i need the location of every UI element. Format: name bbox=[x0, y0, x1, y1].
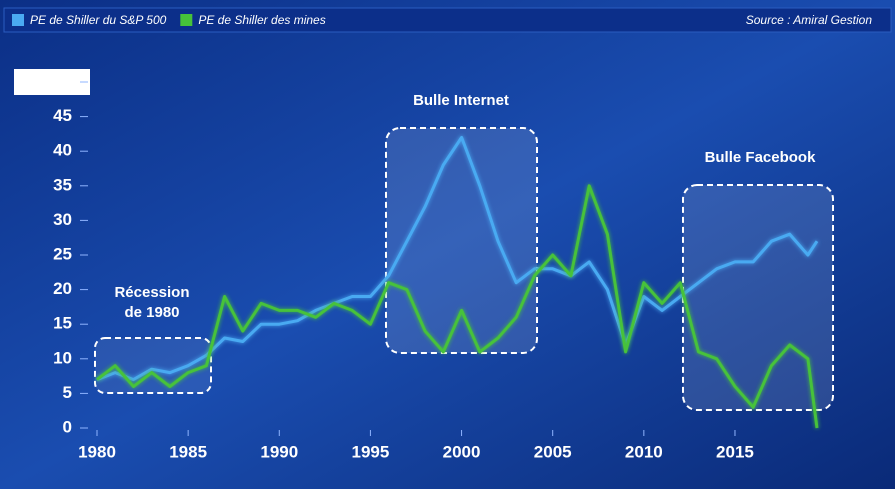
series-line bbox=[96, 184, 819, 429]
y-tick-label: 5 bbox=[63, 383, 72, 402]
legend-label: PE de Shiller du S&P 500 bbox=[30, 13, 167, 27]
legend-swatch bbox=[180, 14, 193, 26]
legend-bar bbox=[3, 7, 892, 33]
annotation: Récession bbox=[114, 284, 189, 301]
x-tick-label: 2000 bbox=[443, 442, 481, 461]
x-tick-label: 1985 bbox=[169, 442, 207, 461]
y-tick-label: 45 bbox=[53, 106, 72, 125]
y-tick-label: 20 bbox=[53, 279, 72, 298]
y-tick-label: 40 bbox=[53, 141, 72, 160]
y-tick-label: 25 bbox=[53, 244, 72, 263]
x-tick-label: 1980 bbox=[78, 442, 116, 461]
legend-label: PE de Shiller des mines bbox=[198, 13, 325, 27]
legend: PE de Shiller du S&P 500 PE de Shiller de… bbox=[12, 13, 326, 27]
annotation: Bulle Facebook bbox=[705, 149, 817, 166]
annotation-box bbox=[94, 337, 212, 394]
legend-swatch bbox=[12, 14, 24, 26]
y-tick-label: 10 bbox=[53, 348, 72, 367]
plot: 0 5 10 15 20 25 30 35 40 45 50 1980 1985 1990 1995 2000… bbox=[14, 69, 819, 461]
series-line bbox=[96, 135, 819, 382]
y-tick-label: 35 bbox=[53, 175, 72, 194]
source: Source : Amiral Gestion bbox=[746, 13, 873, 27]
x-tick-label: 1995 bbox=[352, 442, 390, 461]
annotation-box bbox=[385, 127, 538, 354]
x-tick-label: 1990 bbox=[260, 442, 298, 461]
y-tick-label: 15 bbox=[53, 314, 72, 333]
annotation: de 1980 bbox=[124, 304, 179, 321]
annotation: Bulle Internet bbox=[413, 92, 509, 109]
x-tick-label: 2005 bbox=[534, 442, 572, 461]
y-tick-label: 0 bbox=[63, 417, 72, 436]
x-tick-label: 2010 bbox=[625, 442, 663, 461]
y-tick-highlight bbox=[14, 69, 90, 95]
y-tick-label: 50 bbox=[53, 71, 72, 90]
y-tick-label: 30 bbox=[53, 210, 72, 229]
x-tick-label: 2015 bbox=[716, 442, 754, 461]
